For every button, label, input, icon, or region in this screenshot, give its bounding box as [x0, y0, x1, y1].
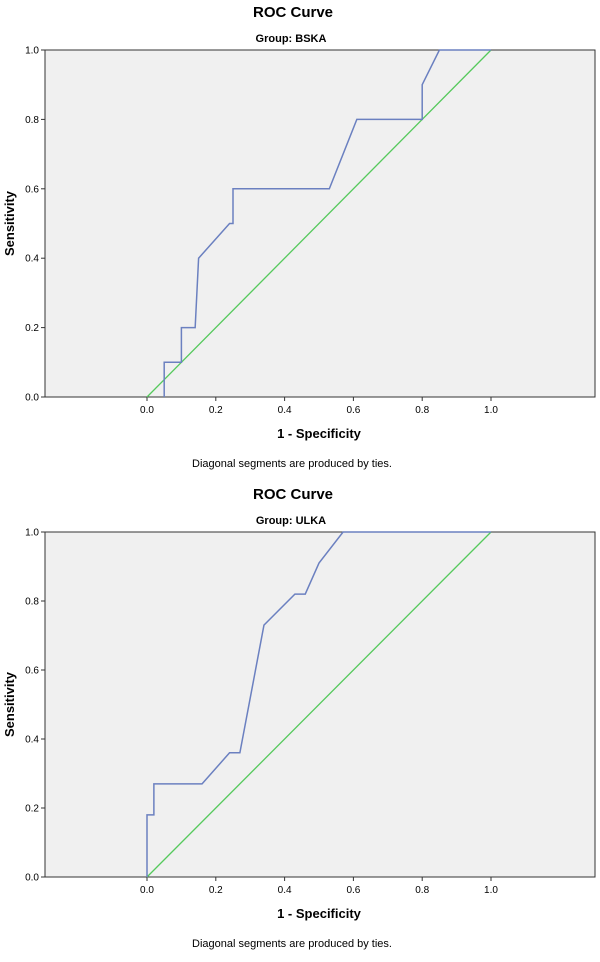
y-tick-label: 0.0 [25, 393, 39, 404]
y-axis-label: Sensitivity [2, 190, 17, 256]
y-axis-label: Sensitivity [2, 671, 17, 737]
chart-footnote: Diagonal segments are produced by ties. [192, 458, 392, 470]
y-tick-label: 0.8 [25, 597, 39, 608]
y-tick-label: 0.2 [25, 804, 39, 815]
roc-curve-line [163, 49, 491, 397]
plot-area [44, 531, 596, 878]
x-tick-label: 0.2 [209, 405, 223, 416]
roc-curve-line [146, 531, 491, 877]
y-tick-label: 0.4 [25, 254, 39, 265]
y-tick-label: 1.0 [25, 528, 39, 539]
y-tick-label: 0.4 [25, 735, 39, 746]
chart-title: ROC Curve [253, 4, 333, 21]
x-axis-label: 1 - Specificity [277, 426, 362, 441]
reference-line [146, 531, 492, 878]
x-tick-label: 0.8 [415, 885, 429, 896]
x-tick-label: 0.0 [140, 885, 154, 896]
x-axis-label: 1 - Specificity [277, 906, 362, 921]
y-tick-label: 0.8 [25, 115, 39, 126]
chart-subtitle: Group: BSKA [256, 33, 327, 45]
y-tick-label: 0.2 [25, 323, 39, 334]
roc-panel-2: ROC Curve Group: ULKA 0.0 0.2 0.4 0.6 0.8 1.0 0.… [2, 486, 596, 950]
x-tick-label: 0.6 [346, 885, 360, 896]
chart-title: ROC Curve [253, 486, 333, 503]
chart-footnote: Diagonal segments are produced by ties. [192, 938, 392, 950]
y-tick-label: 1.0 [25, 46, 39, 57]
x-tick-label: 0.6 [346, 405, 360, 416]
plot-area [44, 49, 596, 398]
x-tick-label: 0.4 [278, 885, 292, 896]
x-tick-label: 0.4 [278, 405, 292, 416]
x-tick-label: 0.0 [140, 405, 154, 416]
y-tick-label: 0.0 [25, 873, 39, 884]
x-tick-label: 0.8 [415, 405, 429, 416]
roc-panel-1: ROC Curve Group: BSKA 0.0 0.2 0.4 0.6 0.8 1.0 0.… [2, 4, 596, 470]
reference-line [146, 49, 492, 398]
x-tick-label: 1.0 [484, 405, 498, 416]
chart-subtitle: Group: ULKA [256, 515, 326, 527]
x-tick-label: 1.0 [484, 885, 498, 896]
y-tick-label: 0.6 [25, 666, 39, 677]
x-tick-label: 0.2 [209, 885, 223, 896]
y-tick-label: 0.6 [25, 184, 39, 195]
